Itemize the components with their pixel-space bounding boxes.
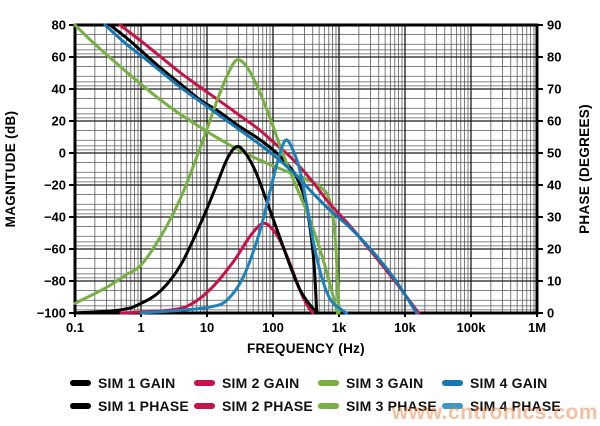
legend-label: SIM 1 PHASE [98,397,189,414]
legend-swatch-sim-1-phase [70,402,91,409]
legend-label: SIM 1 GAIN [98,374,176,391]
legend-swatch-sim-3-gain [318,379,339,386]
frequency-tick-label: 10k [394,320,416,335]
phase-tick-label: 90 [547,18,561,33]
plot-border [73,23,539,315]
phase-tick-label: 70 [547,82,561,97]
legend-item-sim-2-phase: SIM 2 PHASE [194,398,318,414]
magnitude-tick-label: 80 [52,18,66,33]
legend-label: SIM 3 GAIN [346,374,424,391]
frequency-axis-title: FREQUENCY (Hz) [247,341,365,356]
phase-tick-label: 20 [547,242,561,257]
frequency-tick-label: 1M [528,320,546,335]
curve-sim4-phase [139,138,348,315]
grid-minor-lines [75,25,537,313]
legend-swatch-sim-4-gain [442,379,463,386]
phase-tick-label: 0 [547,306,554,321]
phase-tick-label: 10 [547,274,561,289]
magnitude-tick-label: 60 [52,50,66,65]
curve-sim2-gain [118,23,420,315]
phase-tick-label: 60 [547,114,561,129]
legend-label: SIM 4 GAIN [470,374,548,391]
legend-item-sim-2-gain: SIM 2 GAIN [194,375,318,391]
legend-label: SIM 3 PHASE [346,397,437,414]
magnitude-tick-label: 20 [52,114,66,129]
legend-item-sim-1-gain: SIM 1 GAIN [70,375,194,391]
legend: SIM 1 GAIN SIM 2 GAIN SIM 3 GAIN SIM 4 G… [70,371,590,417]
frequency-tick-label: 1 [137,320,144,335]
magnitude-tick-label: −100 [37,306,66,321]
magnitude-tick-label: −80 [44,274,66,289]
magnitude-tick-label: 40 [52,82,66,97]
legend-label: SIM 2 PHASE [222,397,313,414]
legend-label: SIM 2 GAIN [222,374,300,391]
frequency-tick-label: 100 [262,320,284,335]
legend-item-sim-4-phase: SIM 4 PHASE [442,398,566,414]
chart-canvas: MAGNITUDE (dB) PHASE (DEGREES) FREQUENCY… [3,18,592,357]
frequency-tick-label: 0.1 [66,320,84,335]
magnitude-axis-title: MAGNITUDE (dB) [3,111,18,228]
frequency-tick-label: 1k [332,320,347,335]
curve-sim3-gain [73,23,341,315]
legend-item-sim-4-gain: SIM 4 GAIN [442,375,566,391]
phase-axis-title: PHASE (DEGREES) [577,104,592,234]
legend-label: SIM 4 PHASE [470,397,561,414]
frequency-tick-label: 100k [457,320,487,335]
legend-swatch-sim-4-phase [442,402,463,409]
legend-item-sim-1-phase: SIM 1 PHASE [70,398,194,414]
curve-sim1-phase [73,144,320,315]
legend-item-sim-3-gain: SIM 3 GAIN [318,375,442,391]
magnitude-tick-label: −20 [44,178,66,193]
phase-tick-label: 50 [547,146,561,161]
frequency-tick-label: 10 [200,320,214,335]
magnitude-tick-label: −40 [44,210,66,225]
axis-tick-marks [69,24,543,317]
phase-tick-label: 40 [547,178,561,193]
legend-item-sim-3-phase: SIM 3 PHASE [318,398,442,414]
magnitude-tick-label: 0 [59,146,66,161]
phase-tick-label: 80 [547,50,561,65]
curves [73,23,420,315]
curve-sim4-gain [103,23,419,315]
legend-swatch-sim-2-gain [194,379,215,386]
legend-swatch-sim-2-phase [194,402,215,409]
magnitude-tick-label: −60 [44,242,66,257]
legend-swatch-sim-3-phase [318,402,339,409]
legend-swatch-sim-1-gain [70,379,91,386]
phase-tick-label: 30 [547,210,561,225]
